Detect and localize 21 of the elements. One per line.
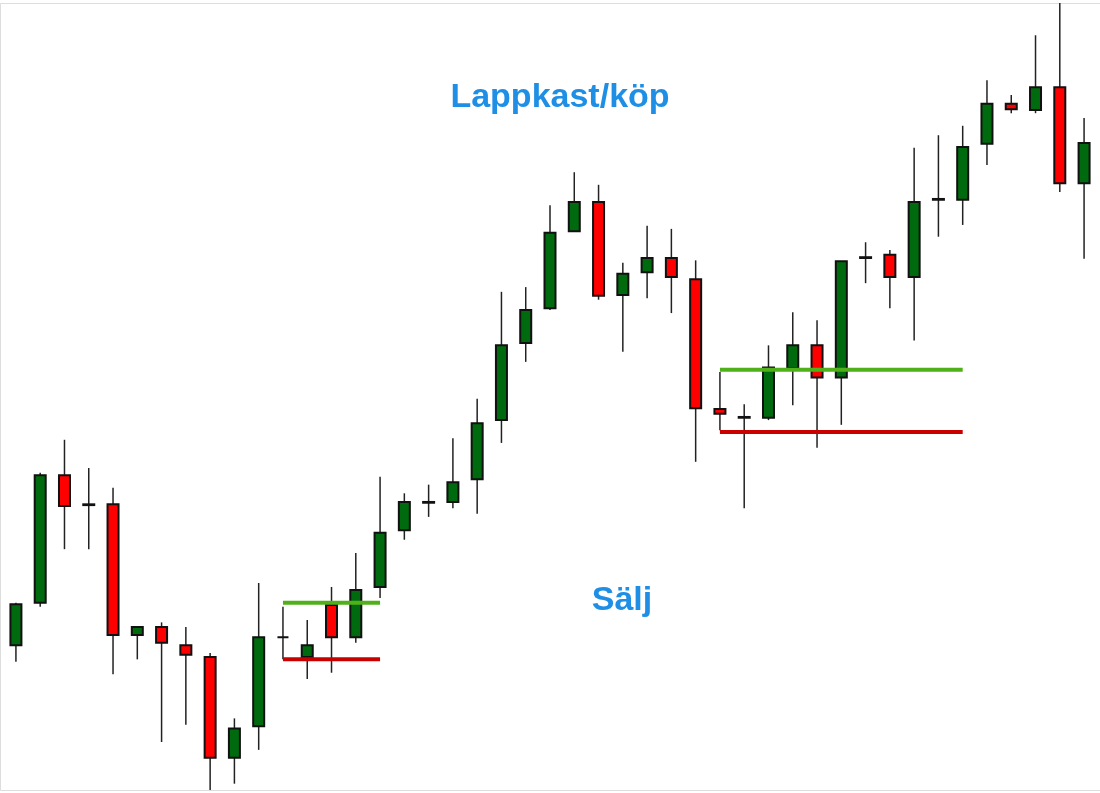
candlestick (1029, 34, 1043, 114)
candlestick (179, 626, 193, 726)
candlestick (616, 261, 630, 353)
candlestick (859, 241, 873, 284)
candlestick (422, 483, 436, 518)
candlestick (1004, 94, 1018, 114)
candlestick (130, 626, 144, 661)
candlestick (713, 371, 727, 432)
candlestick (883, 249, 897, 310)
candlestick (931, 134, 945, 238)
annotation: Sälj (591, 579, 653, 617)
candlestick (155, 621, 169, 743)
candlestick (786, 311, 800, 406)
candlestick (82, 467, 96, 550)
candlestick (640, 224, 654, 299)
candlestick (737, 403, 751, 509)
candlestick (276, 605, 290, 661)
candlestick (300, 619, 314, 680)
candlestick (664, 228, 678, 314)
annotation: Lappkast/köp (450, 76, 670, 114)
candlestick (446, 437, 460, 509)
